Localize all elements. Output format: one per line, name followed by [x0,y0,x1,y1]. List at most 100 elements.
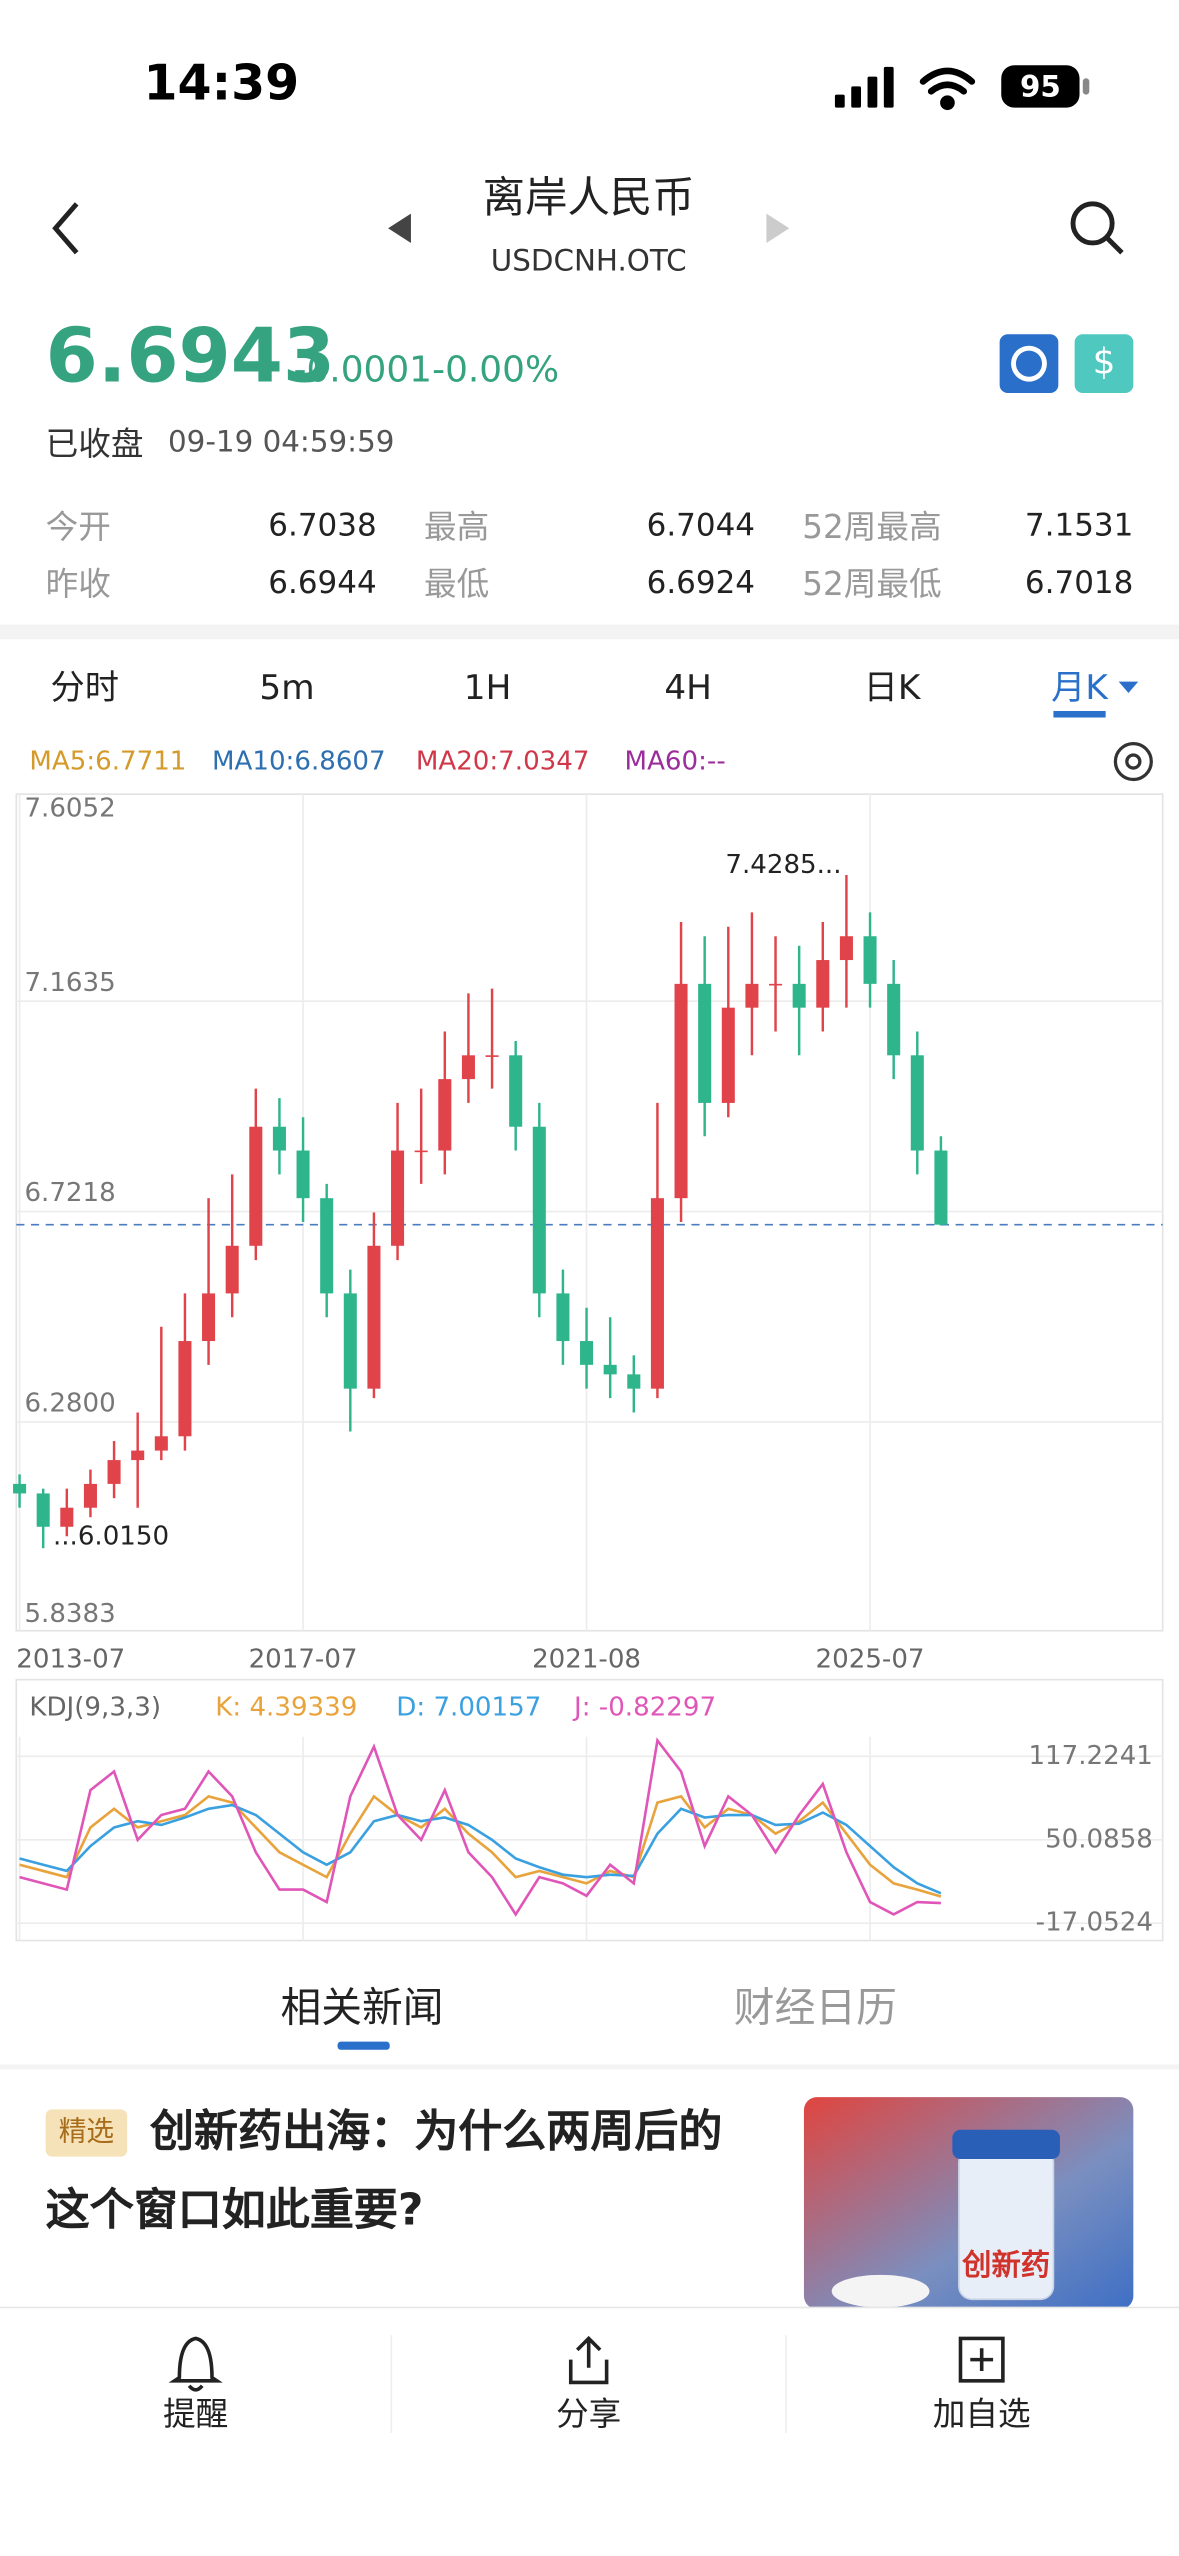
candle-body [154,1436,168,1451]
share-icon[interactable] [568,2335,609,2385]
x-tick-label: 2013-07 [16,1645,125,1675]
y-tick-label: 50.0858 [1045,1824,1153,1854]
news-tab[interactable]: 相关新闻 [280,1983,444,2032]
bottom-action[interactable]: 分享 [556,2393,622,2434]
period-tab[interactable]: 1H [463,667,512,707]
next[interactable] [766,213,790,243]
y-tick-label: 5.8383 [24,1599,115,1629]
candle-body [509,1055,523,1127]
news-title[interactable]: 创新药出海：为什么两周后的这个窗口如此重要? [45,2106,723,2236]
candle-body [769,983,783,986]
candle-body [532,1126,546,1294]
period-tab[interactable]: 5m [259,667,315,707]
dollar-icon[interactable] [1074,334,1134,394]
y-tick-label: 6.7218 [24,1178,115,1208]
stat-label: 最高 [423,507,490,547]
kdj-legend: J: -0.82297 [574,1691,717,1723]
candle-body [485,1055,499,1057]
x-tick-label: 2025-07 [816,1645,925,1675]
signal [834,66,894,108]
period-tab[interactable]: 月K [1051,667,1108,707]
candle-body [178,1341,192,1437]
candle-body [60,1507,74,1527]
stat-label: 昨收 [45,564,111,604]
ma-legend: MA60:-- [624,745,726,777]
stat-label: 今开 [45,507,111,547]
wifi [919,67,976,111]
candle-body [698,983,712,1103]
candle-body [863,936,877,984]
kdj-line [19,1737,941,1917]
stat-value: 6.7038 [268,507,377,544]
candle-body [438,1079,452,1151]
candle-body [745,983,759,1008]
prev[interactable] [388,213,411,243]
candle-body [910,1055,924,1151]
y-tick-label: 6.2800 [24,1389,115,1419]
candle-body [202,1293,216,1342]
news-tag: 精选 [45,2109,128,2157]
candle-body [36,1493,50,1527]
time: 14:39 [143,55,300,113]
dropdown [1118,681,1139,694]
tab-underline [1053,710,1106,718]
stat-label: 52周最低 [802,564,942,604]
stat-value: 6.6944 [268,565,377,601]
back[interactable] [52,202,79,255]
bottom-action[interactable]: 提醒 [163,2393,229,2434]
candle-body [934,1150,948,1225]
candle-body [580,1341,594,1365]
kdj-line [19,1803,942,1895]
stat-value: 6.7044 [646,507,756,544]
candle-body [107,1460,121,1484]
news-tab[interactable]: 财经日历 [733,1983,897,2032]
price: 6.6943 [45,311,336,400]
y-tick-label: 117.2241 [1028,1741,1152,1771]
low-annotation: ...6.0150 [53,1521,169,1551]
candle-body [887,983,901,1056]
kdj-frame [15,1678,1164,1942]
tab-underline [337,2041,390,2050]
candle-body [131,1450,145,1461]
search[interactable] [1070,201,1115,246]
candle-body [650,1198,664,1389]
y-tick-label: 7.1635 [24,968,115,998]
candle-body [816,960,830,1008]
candle-body [603,1364,617,1375]
kdj-line [19,1794,942,1898]
quote-time: 09-19 04:59:59 [167,425,395,460]
bottom-action[interactable]: 加自选 [932,2393,1031,2434]
period-tab[interactable]: 分时 [50,667,120,707]
add-icon[interactable] [958,2336,1005,2383]
kline-frame [15,793,1164,1632]
battery [1001,65,1080,108]
settings[interactable] [1113,741,1153,782]
kdj-legend: K: 4.39339 [215,1691,358,1723]
y-tick-label: -17.0524 [1036,1908,1153,1938]
candle-body [296,1150,310,1199]
y-tick-label: 7.6052 [24,793,115,823]
candle-body [320,1198,334,1294]
bell-icon[interactable] [168,2336,223,2392]
candle-body [414,1150,428,1153]
title: 离岸人民币 [482,174,695,224]
stat-value: 6.6924 [646,565,756,601]
candle-body [249,1126,263,1246]
separator [0,2064,1179,2070]
image-label: 创新药 [961,2248,1050,2282]
x-tick-label: 2021-08 [532,1645,641,1675]
high-annotation: 7.4285... [725,850,841,880]
period-tab[interactable]: 日K [863,667,921,707]
candle-body [556,1293,570,1342]
candle-body [839,936,853,961]
ma-legend: MA20:7.0347 [415,745,590,777]
battery-tip [1082,78,1090,95]
candle-body [367,1245,381,1389]
period-tab[interactable]: 4H [664,667,712,707]
candle-body [674,983,688,1199]
x-tick-label: 2017-07 [249,1645,358,1675]
candle-body [792,983,806,1008]
